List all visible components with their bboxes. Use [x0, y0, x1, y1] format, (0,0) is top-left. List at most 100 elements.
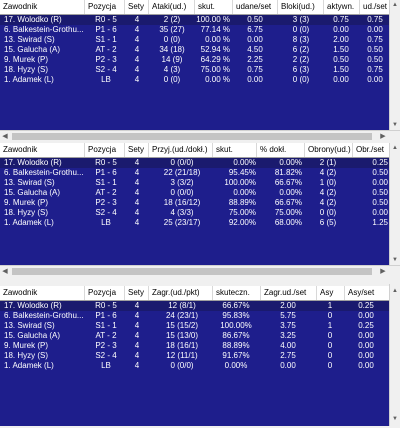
player-row-balkestein[interactable]: 6. Balkestein-Grothu... P1 - 6 4 22 (21/18)… [0, 168, 390, 178]
table-cell: 0.00% [224, 361, 248, 370]
player-row-wolodko[interactable]: 17. Wolodko (R) R0 - 5 4 12 (8/1) 66.67% 2.00… [0, 301, 390, 311]
col-header-aces[interactable]: Asy [317, 286, 345, 300]
horizontal-scrollbar[interactable]: ◀ ▶ [0, 265, 400, 277]
table-cell: 2.00 [333, 35, 349, 44]
scroll-up-icon[interactable]: ▲ [392, 145, 398, 151]
col-header-defenses[interactable]: Obrony(ud.) [305, 143, 353, 157]
col-header-efficiency[interactable]: skut. [213, 143, 257, 157]
col-header-defenses-per-set[interactable]: Obr./set [353, 143, 390, 157]
player-row-galucha[interactable]: 15. Galucha (A) AT - 2 4 34 (18) 52.94 % 4.50… [0, 45, 390, 55]
col-header-receptions[interactable]: Przyj.(ud./dokł.) [149, 143, 213, 157]
table-cell: 6 (5) [319, 218, 337, 227]
table-cell: 4 [134, 311, 140, 320]
player-row-murek[interactable]: 9. Murek (P) P2 - 3 4 18 (16/1) 88.89% 4.00 0 0… [0, 341, 390, 351]
player-row-wolodko[interactable]: 17. Wolodko (R) R0 - 5 4 2 (2) 100.00 % 0.50 3… [0, 15, 390, 25]
player-row-adamek[interactable]: 1. Adamek (L) LB 4 25 (23/17) 92.00% 68.00% 6 … [0, 218, 390, 228]
table-cell: 0 [327, 361, 333, 370]
col-header-serves[interactable]: Zagr.(ud./pkt) [149, 286, 213, 300]
table-cell: S1 - 1 [95, 321, 117, 330]
scroll-down-icon[interactable]: ▼ [392, 122, 398, 128]
col-header-efficiency[interactable]: skut. [195, 0, 233, 14]
player-row-galucha[interactable]: 15. Galucha (A) AT - 2 4 0 (0/0) 0.00% 0.00% 4… [0, 188, 390, 198]
table-cell: 0 (0) [163, 35, 181, 44]
table-cell: 3.25 [280, 331, 296, 340]
table-cell: 4 [134, 198, 140, 207]
player-row-hyzy[interactable]: 18. Hyzy (S) S2 - 4 4 4 (3) 75.00 % 0.75 6 (3)… [0, 65, 390, 75]
col-header-position[interactable]: Pozycja [85, 286, 125, 300]
scroll-down-icon[interactable]: ▼ [392, 416, 398, 422]
table-cell: 95.83% [222, 311, 250, 320]
scroll-down-icon[interactable]: ▼ [392, 257, 398, 263]
table-cell: 14 (9) [161, 55, 183, 64]
table-cell: 15. Galucha (A) [4, 188, 61, 197]
vertical-scrollbar[interactable]: ▲ ▼ [389, 0, 400, 130]
table-cell: 0 (0) [292, 25, 310, 34]
vertical-scrollbar[interactable]: ▲ ▼ [389, 143, 400, 265]
scroll-right-icon[interactable]: ▶ [380, 133, 386, 140]
table-cell: 22 (21/18) [163, 168, 201, 177]
table-cell: 0.75 [367, 65, 383, 74]
col-header-blocks[interactable]: Bloki(ud.) [278, 0, 324, 14]
col-header-sets[interactable]: Sety [125, 143, 149, 157]
scroll-left-icon[interactable]: ◀ [2, 133, 8, 140]
player-row-adamek[interactable]: 1. Adamek (L) LB 4 0 (0) 0.00 % 0.00 0 (0) 0.00… [0, 75, 390, 85]
col-header-sets[interactable]: Sety [125, 0, 149, 14]
col-header-player[interactable]: Zawodnik [0, 143, 85, 157]
horizontal-scrollbar[interactable]: ◀ ▶ [0, 130, 400, 142]
player-row-swirad[interactable]: 13. Swirad (S) S1 - 1 4 3 (3/2) 100.00% 66.67… [0, 178, 390, 188]
table-cell: 1 [327, 301, 333, 310]
table-cell: 88.89% [228, 198, 256, 207]
table-cell: 4 (2) [319, 188, 337, 197]
player-row-galucha[interactable]: 15. Galucha (A) AT - 2 4 15 (13/0) 86.67% 3.2… [0, 331, 390, 341]
scroll-up-icon[interactable]: ▲ [392, 2, 398, 8]
player-row-swirad[interactable]: 13. Swirad (S) S1 - 1 4 15 (15/2) 100.00% 3.7… [0, 321, 390, 331]
player-row-wolodko[interactable]: 17. Wolodko (R) R0 - 5 4 0 (0/0) 0.00% 0.00% 2… [0, 158, 390, 168]
table-cell: 81.82% [274, 168, 302, 177]
col-header-serves-per-set[interactable]: Zagr.ud./set [261, 286, 317, 300]
table-cell: 6. Balkestein-Grothu... [4, 25, 84, 34]
player-row-balkestein[interactable]: 6. Balkestein-Grothu... P1 - 6 4 35 (27) 77.… [0, 25, 390, 35]
scrollbar-thumb[interactable] [12, 268, 372, 275]
player-row-adamek[interactable]: 1. Adamek (L) LB 4 0 (0/0) 0.00% 0.00 0 0.00 [0, 361, 390, 371]
table-cell: 4 [134, 361, 140, 370]
table-cell: AT - 2 [95, 188, 117, 197]
col-header-player[interactable]: Zawodnik [0, 0, 85, 14]
col-header-sets[interactable]: Sety [125, 286, 149, 300]
player-row-balkestein[interactable]: 6. Balkestein-Grothu... P1 - 6 4 24 (23/1) 9… [0, 311, 390, 321]
table-cell: 2 (2) [163, 15, 181, 24]
table-cell: 0.50 [367, 55, 383, 64]
col-header-player[interactable]: Zawodnik [0, 286, 85, 300]
table-cell: 17. Wolodko (R) [4, 158, 62, 167]
player-row-hyzy[interactable]: 18. Hyzy (S) S2 - 4 4 12 (11/1) 91.67% 2.75 0 0… [0, 351, 390, 361]
table-cell: 25 (23/17) [163, 218, 201, 227]
table-cell: 92.00% [228, 218, 256, 227]
scrollbar-thumb[interactable] [12, 133, 372, 140]
table-cell: 4 [134, 45, 140, 54]
table-cell: 0.00 [333, 75, 349, 84]
col-header-effectiveness[interactable]: skuteczn. [213, 286, 261, 300]
player-row-murek[interactable]: 9. Murek (P) P2 - 3 4 18 (16/12) 88.89% 66.67… [0, 198, 390, 208]
player-row-swirad[interactable]: 13. Swirad (S) S1 - 1 4 0 (0) 0.00 % 0.00 8 (3… [0, 35, 390, 45]
col-header-success-per-set[interactable]: udane/set [233, 0, 278, 14]
col-header-blocks-per-set[interactable]: ud./set [360, 0, 390, 14]
table-cell: 2.00 [280, 301, 296, 310]
scroll-up-icon[interactable]: ▲ [392, 288, 398, 294]
table-cell: 0.50 [247, 15, 263, 24]
player-row-hyzy[interactable]: 18. Hyzy (S) S2 - 4 4 4 (3/3) 75.00% 75.00% 0 … [0, 208, 390, 218]
col-header-accuracy[interactable]: % dokł. [257, 143, 305, 157]
col-header-activity[interactable]: aktywn. [324, 0, 360, 14]
col-header-attacks[interactable]: Ataki(ud.) [149, 0, 195, 14]
col-header-position[interactable]: Pozycja [85, 143, 125, 157]
player-row-murek[interactable]: 9. Murek (P) P2 - 3 4 14 (9) 64.29 % 2.25 2 (2… [0, 55, 390, 65]
col-header-aces-per-set[interactable]: Asy/set [345, 286, 390, 300]
scroll-left-icon[interactable]: ◀ [2, 268, 8, 275]
table-cell: 18. Hyzy (S) [4, 65, 49, 74]
col-header-position[interactable]: Pozycja [85, 0, 125, 14]
grid-header: Zawodnik Pozycja Sety Zagr.(ud./pkt) sku… [0, 286, 390, 301]
vertical-scrollbar[interactable]: ▲ ▼ [389, 284, 400, 426]
table-cell: 0.50 [333, 55, 349, 64]
table-cell: 4 (3) [163, 65, 181, 74]
table-cell: AT - 2 [95, 331, 117, 340]
scroll-right-icon[interactable]: ▶ [380, 268, 386, 275]
table-cell: 0.25 [372, 158, 388, 167]
